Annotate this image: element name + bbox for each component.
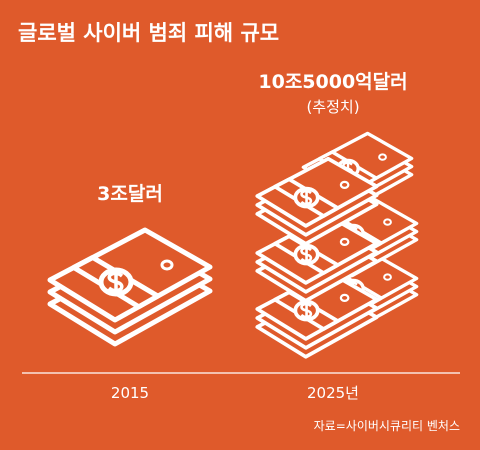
value-label: 10조5000억달러 [258, 71, 407, 93]
source: 자료=사이버시큐리티 벤처스 [314, 419, 460, 433]
year-label: 2015 [111, 384, 149, 402]
note: (추정치) [306, 98, 359, 116]
year-label: 2025년 [307, 384, 359, 402]
value-label: 3조달러 [97, 183, 163, 205]
title: 글로벌 사이버 범죄 피해 규모 [18, 21, 279, 45]
